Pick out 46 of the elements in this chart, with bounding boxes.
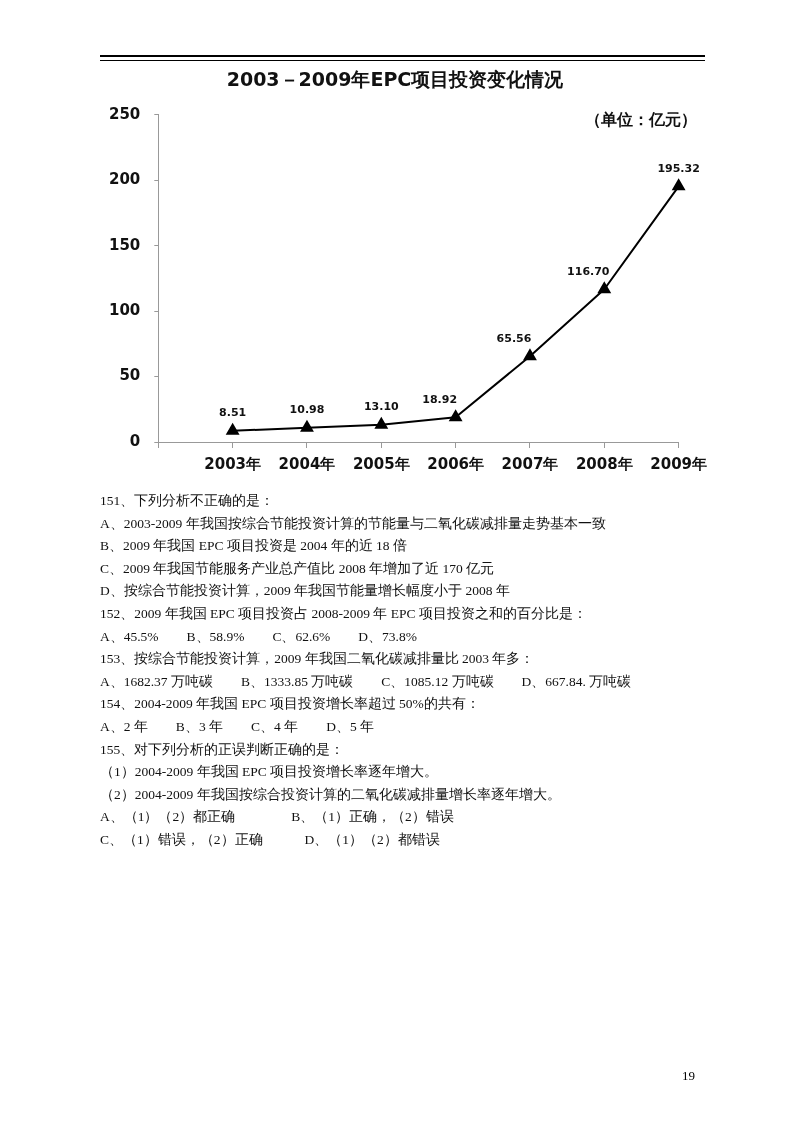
text: （1）2004-2009 年我国 EPC 项目投资增长率逐年增大。	[100, 763, 440, 782]
data-label: 13.10	[363, 400, 400, 414]
text: （2）2004-2009 年我国按综合投资计算的二氧化碳减排量增长率逐年增大。	[100, 785, 562, 804]
text: A、2 年 B、3 年 C、4 年 D、5 年	[100, 717, 375, 736]
text: 151、下列分析不正确的是：	[100, 492, 276, 510]
text: A、2003-2009 年我国按综合节能投资计算的节能量与二氧化碳减排量走势基本一致	[100, 514, 607, 533]
data-label: 8.51	[219, 406, 247, 420]
text: 155、对下列分析的正误判断正确的是：	[100, 740, 346, 759]
y-axis-title: （单位：亿元）	[584, 109, 697, 129]
chart-title: 2003－2009年EPC项目投资变化情况	[226, 68, 565, 91]
data-label: 10.98	[289, 402, 325, 416]
data-label: 195.32	[657, 161, 700, 175]
y-tick-label: 0	[129, 431, 141, 450]
text: A、1682.37 万吨碳 B、1333.85 万吨碳 C、1085.12 万吨碳 D、667.84. 万吨碳	[100, 672, 633, 691]
text: 154、2004-2009 年我国 EPC 项目投资增长率超过 50%的共有：	[100, 695, 481, 714]
y-tick-label: 200	[109, 170, 141, 189]
y-tick-label: 100	[109, 301, 141, 320]
x-tick-label: 2003年	[204, 454, 262, 473]
x-tick-label: 2006年	[427, 454, 485, 473]
x-tick-label: 2005年	[352, 454, 410, 473]
text: C、2009 年我国节能服务产业总产值比 2008 年增加了近 170 亿元	[100, 559, 496, 578]
text: A、（1）（2）都正确 B、（1）正确，（2）错误	[100, 808, 455, 827]
x-tick-label: 2007年	[501, 454, 559, 473]
x-tick-label: 2008年	[575, 454, 633, 473]
point	[449, 410, 462, 422]
y-tick-label: 150	[109, 235, 141, 254]
text: C、（1）错误，（2）正确 D、（1）（2）都错误	[100, 830, 441, 849]
point	[300, 420, 314, 432]
text: D、按综合节能投资计算，2009 年我国节能量增长幅度小于 2008 年	[100, 582, 511, 601]
point	[598, 282, 611, 294]
x-tick-label: 2009年	[650, 454, 707, 473]
y-tick-label: 50	[119, 366, 141, 385]
data-label: 65.56	[496, 331, 532, 345]
text: A、45.5% B、58.9% C、62.6% D、73.8%	[100, 627, 418, 646]
point	[672, 179, 685, 191]
text: 152、2009 年我国 EPC 项目投资占 2008-2009 年 EPC 项目投资之和的百分比是：	[100, 604, 588, 623]
y-tick-label: 250	[109, 104, 141, 123]
text: 19	[682, 1068, 695, 1084]
data-label: 116.70	[567, 264, 610, 278]
point	[375, 417, 388, 429]
data-label: 18.92	[422, 392, 458, 406]
point	[523, 349, 537, 361]
text: B、2009 年我国 EPC 项目投资是 2004 年的近 18 倍	[100, 537, 408, 556]
point	[226, 423, 239, 435]
text: 153、按综合节能投资计算，2009 年我国二氧化碳减排量比 2003 年多：	[100, 650, 536, 669]
x-tick-label: 2004年	[278, 454, 336, 473]
